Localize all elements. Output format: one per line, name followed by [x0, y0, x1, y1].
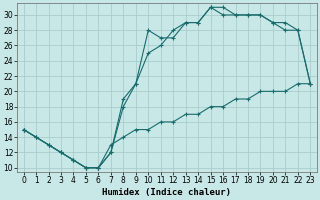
X-axis label: Humidex (Indice chaleur): Humidex (Indice chaleur): [102, 188, 231, 197]
